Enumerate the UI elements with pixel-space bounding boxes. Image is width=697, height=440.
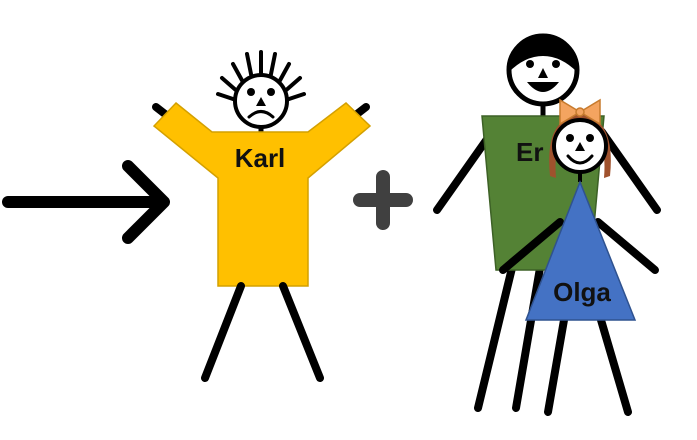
eric-head [506, 33, 580, 107]
plus-icon [353, 170, 413, 230]
olga-figure: Olga [499, 98, 659, 416]
karl-label: Karl [235, 143, 286, 173]
eric-figure: Er [433, 33, 661, 412]
karl-hands [152, 103, 370, 118]
olga-arms [499, 218, 659, 274]
eric-legs [474, 264, 544, 412]
olga-legs [544, 316, 632, 416]
karl-head [233, 73, 289, 129]
olga-dress [524, 179, 637, 321]
olga-head [552, 118, 608, 174]
olga-bow [559, 98, 601, 126]
olga-label: Olga [553, 277, 611, 307]
karl-shirt [152, 101, 372, 287]
eric-arms [433, 128, 661, 214]
karl-figure: Karl [152, 50, 372, 382]
eric-label: Er [516, 137, 543, 167]
karl-legs [201, 282, 324, 382]
arrow-right-icon [2, 160, 170, 244]
